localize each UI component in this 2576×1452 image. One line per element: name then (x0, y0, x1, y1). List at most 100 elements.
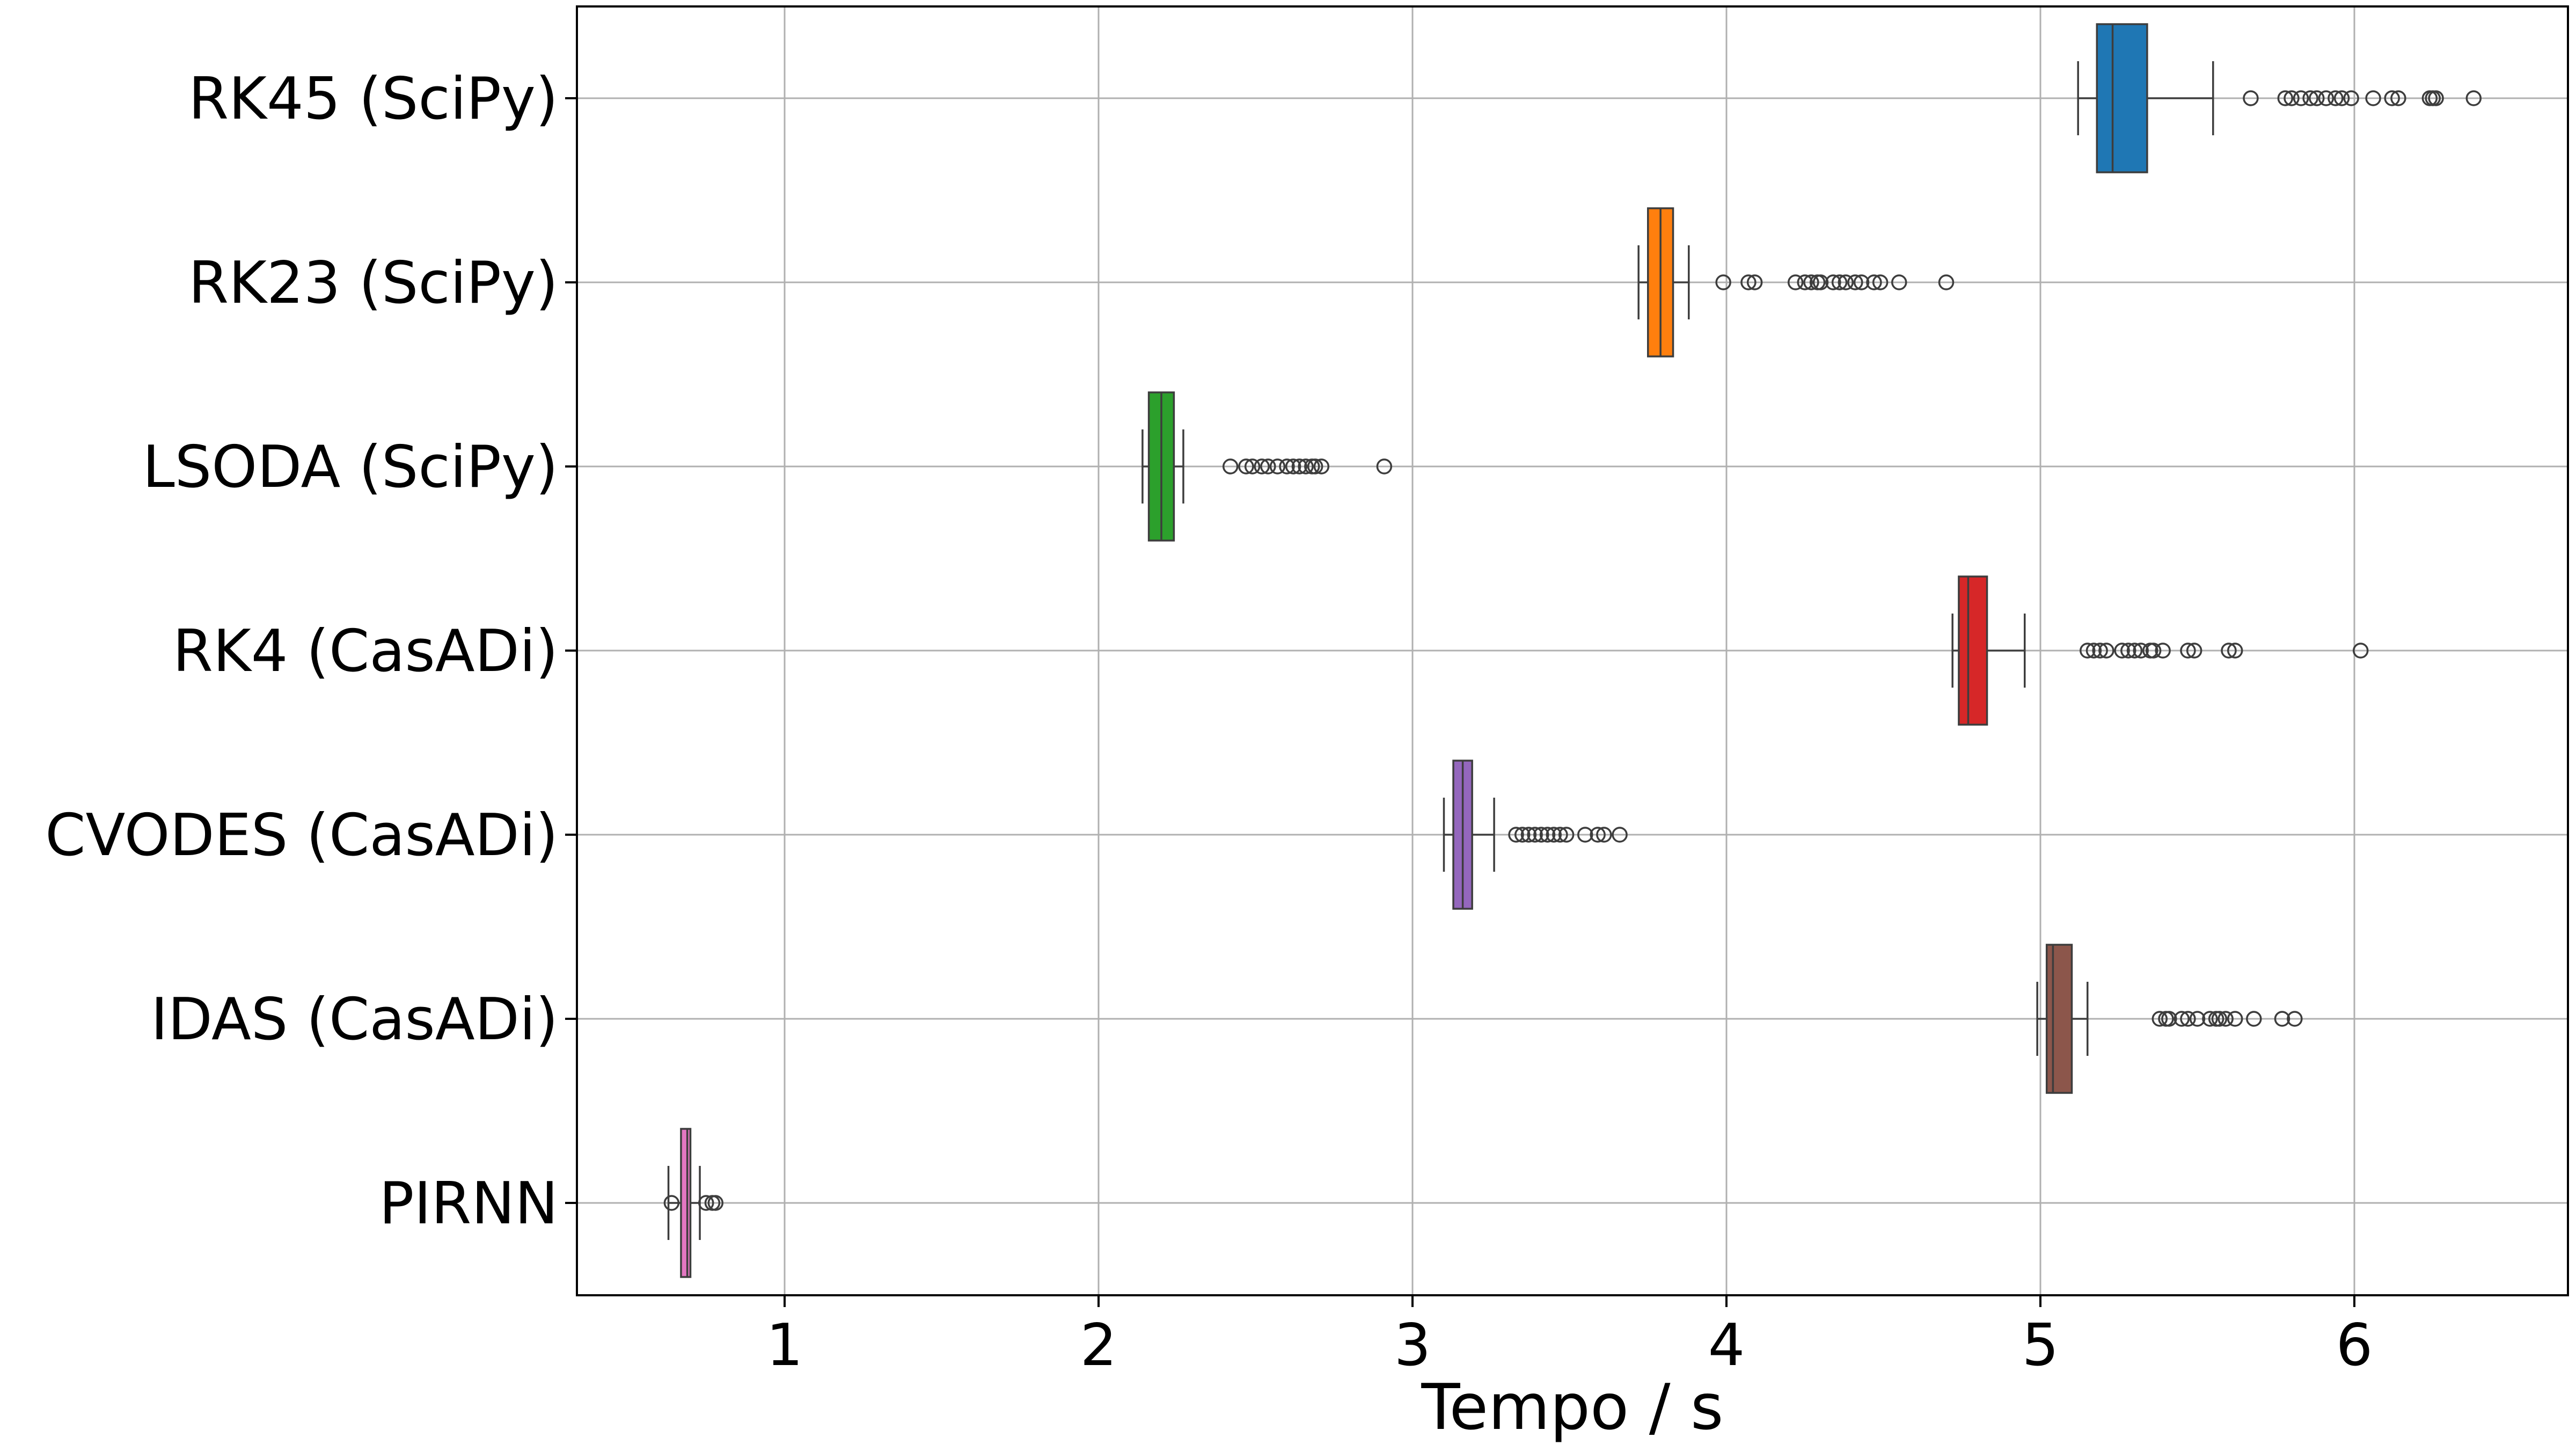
outlier-point (2189, 1011, 2206, 1027)
outlier-point (2145, 643, 2162, 659)
outlier-point (1254, 458, 1270, 475)
category-label: RK23 (SciPy) (188, 250, 558, 317)
outlier-point (2202, 1011, 2218, 1027)
outlier-point (1831, 274, 1848, 290)
outlier-point (1279, 458, 1295, 475)
outlier-point (1285, 458, 1301, 475)
outlier-point (1558, 827, 1575, 843)
x-tick-label: 6 (2336, 1312, 2373, 1379)
x-tick-label: 3 (1394, 1312, 1431, 1379)
outlier-point (1872, 274, 1889, 290)
label-layer: 1 2 3 4 5 6 RK45 (SciPy) RK23 (SciPy) LSODA (Sci… (45, 65, 2373, 1379)
outlier-point (2309, 90, 2325, 106)
outlier-point (2365, 90, 2381, 106)
category-label: PIRNN (379, 1170, 558, 1237)
outlier-point (2221, 643, 2237, 659)
outlier-point (1740, 274, 1757, 290)
outlier-point (2328, 90, 2344, 106)
outlier-point (2180, 1011, 2196, 1027)
outlier-point (707, 1195, 724, 1211)
outlier-point (2465, 90, 2482, 106)
outlier-point (2120, 643, 2136, 659)
outlier-point (1812, 274, 1829, 290)
outlier-point (1838, 274, 1854, 290)
outlier-point (2246, 1011, 2262, 1027)
outlier-point (663, 1195, 680, 1211)
outlier-point (1313, 458, 1330, 475)
outlier-point (2227, 643, 2243, 659)
outlier-point (1612, 827, 1628, 843)
plot-frame (576, 5, 2569, 1296)
outlier-point (1298, 458, 1314, 475)
outlier-point (2352, 643, 2369, 659)
outlier-point (2384, 90, 2400, 106)
outlier-point (1520, 827, 1537, 843)
outlier-point (1853, 274, 1870, 290)
outlier-point (2186, 643, 2202, 659)
box-2 (1637, 207, 1955, 357)
outlier-point (2155, 643, 2171, 659)
category-label: RK4 (CasADi) (173, 618, 558, 685)
x-tick-label: 2 (1080, 1312, 1117, 1379)
outlier-point (1746, 274, 1763, 290)
outlier-point (2092, 643, 2108, 659)
box-1 (2077, 23, 2482, 173)
outlier-point (2211, 1011, 2228, 1027)
outlier-point (1307, 458, 1323, 475)
outlier-point (1891, 274, 1907, 290)
outlier-point (1577, 827, 1593, 843)
outlier-point (2161, 1011, 2177, 1027)
outlier-point (2180, 643, 2196, 659)
grid-layer (565, 6, 2568, 1307)
outlier-point (2333, 90, 2350, 106)
outlier-point (2174, 1011, 2190, 1027)
category-label: LSODA (SciPy) (143, 434, 558, 501)
outlier-point (1533, 827, 1549, 843)
outlier-point (1222, 458, 1239, 475)
outlier-point (1508, 827, 1524, 843)
outlier-point (2277, 90, 2294, 106)
outlier-point (1291, 458, 1308, 475)
outlier-point (2390, 90, 2406, 106)
outlier-point (2151, 1011, 2168, 1027)
outlier-point (1546, 827, 1562, 843)
outlier-point (2293, 90, 2309, 106)
x-tick-label: 1 (766, 1312, 803, 1379)
outlier-point (2343, 90, 2359, 106)
x-tick-label: 5 (2022, 1312, 2059, 1379)
box-6 (2036, 944, 2303, 1094)
box-5 (1443, 760, 1628, 910)
outlier-point (2227, 1011, 2243, 1027)
outlier-point (1803, 274, 1819, 290)
outlier-point (2085, 643, 2102, 659)
outlier-point (1539, 827, 1556, 843)
outlier-point (1527, 827, 1543, 843)
outlier-point (1797, 274, 1813, 290)
box-layer (663, 23, 2482, 1278)
outlier-point (2080, 643, 2096, 659)
outlier-point (1269, 458, 1286, 475)
outlier-point (1787, 274, 1804, 290)
outlier-point (1238, 458, 1254, 475)
outlier-point (1590, 827, 1606, 843)
outlier-point (2302, 90, 2318, 106)
outlier-point (2243, 90, 2259, 106)
iqr-box (2045, 944, 2073, 1094)
box-4 (1951, 575, 2369, 726)
outlier-point (1866, 274, 1882, 290)
outlier-point (1847, 274, 1863, 290)
outlier-point (2098, 643, 2114, 659)
outlier-point (1938, 274, 1955, 290)
x-axis-title: Tempo / s (1421, 1370, 1724, 1444)
category-label: RK45 (SciPy) (188, 65, 558, 133)
iqr-box (680, 1128, 692, 1278)
category-label: CVODES (CasADi) (45, 802, 558, 869)
outlier-point (2114, 643, 2130, 659)
box-7 (663, 1128, 724, 1278)
x-tick-label: 4 (1708, 1312, 1745, 1379)
box-3 (1141, 391, 1393, 542)
outlier-point (2133, 643, 2149, 659)
outlier-point (1715, 274, 1731, 290)
outlier-point (2287, 1011, 2303, 1027)
